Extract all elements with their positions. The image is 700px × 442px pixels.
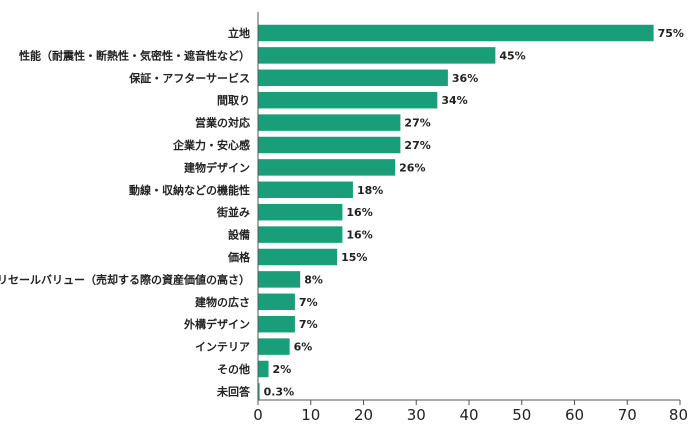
category-label: 保証・アフターサービス <box>128 71 250 85</box>
data-label: 2% <box>273 363 292 376</box>
value-labels: 75% 45% 36% 34% 27% 27% 26% 18% 16% 16% 15% 8% 7% 7% 6… <box>264 27 684 398</box>
bar <box>258 226 343 243</box>
category-label: 間取り <box>217 94 250 107</box>
data-label: 7% <box>299 318 318 331</box>
bar <box>258 181 353 199</box>
data-label: 0.3% <box>264 385 295 398</box>
category-label: 建物デザイン <box>184 160 250 174</box>
data-label: 8% <box>304 273 323 286</box>
x-tick-label: 50 <box>512 406 531 424</box>
category-label: 性能（耐震性・断熱性・気密性・遮音性など） <box>19 48 250 62</box>
category-label: 企業力・安心感 <box>172 138 250 152</box>
category-label: 設備 <box>228 228 250 242</box>
data-label: 26% <box>399 161 425 174</box>
category-label: リセールバリュー（売却する際の資産価値の高さ） <box>0 272 250 286</box>
bar <box>258 91 438 109</box>
bar <box>258 24 654 42</box>
bar <box>258 360 269 378</box>
category-label: 未回答 <box>216 384 251 398</box>
data-label: 36% <box>452 72 478 85</box>
data-label: 45% <box>499 49 525 62</box>
x-tick-label: 30 <box>407 406 426 424</box>
category-label: 外構デザイン <box>183 317 250 331</box>
bar <box>258 315 295 333</box>
bar <box>258 136 401 154</box>
x-tick-label: 40 <box>459 406 478 424</box>
x-tick-label: 70 <box>618 406 637 424</box>
data-label: 27% <box>404 117 430 130</box>
x-axis-ticks: 0 10 20 30 40 50 60 70 80 <box>253 400 688 424</box>
x-tick-label: 0 <box>253 406 263 424</box>
data-label: 6% <box>294 341 313 354</box>
data-label: 34% <box>441 94 467 107</box>
bar <box>258 203 343 221</box>
data-label: 15% <box>341 251 367 264</box>
x-tick-label: 80 <box>669 406 688 424</box>
x-tick-label: 60 <box>565 406 584 424</box>
data-label: 16% <box>346 229 372 242</box>
data-label: 7% <box>299 296 318 309</box>
bar <box>258 248 338 266</box>
x-tick-label: 10 <box>301 406 320 424</box>
bar <box>258 383 260 400</box>
x-tick-label: 20 <box>354 406 373 424</box>
category-label: 建物の広さ <box>195 295 250 309</box>
category-label: その他 <box>217 362 250 376</box>
bar <box>258 338 290 355</box>
data-label: 27% <box>404 139 430 152</box>
category-label: 街並み <box>216 205 250 219</box>
category-label: 価格 <box>227 250 251 264</box>
data-label: 18% <box>357 184 383 197</box>
category-label: 立地 <box>228 26 250 40</box>
bar <box>258 69 448 87</box>
bars-group <box>258 24 654 400</box>
category-label: 動線・収納などの機能性 <box>129 183 250 197</box>
category-label: 営業の対応 <box>195 116 250 130</box>
bar <box>258 293 295 311</box>
data-label: 16% <box>346 206 372 219</box>
bar <box>258 47 496 64</box>
bar <box>258 271 301 288</box>
bar <box>258 159 396 176</box>
category-label: インテリア <box>195 341 250 354</box>
data-label: 75% <box>658 27 684 40</box>
bar <box>258 114 401 131</box>
